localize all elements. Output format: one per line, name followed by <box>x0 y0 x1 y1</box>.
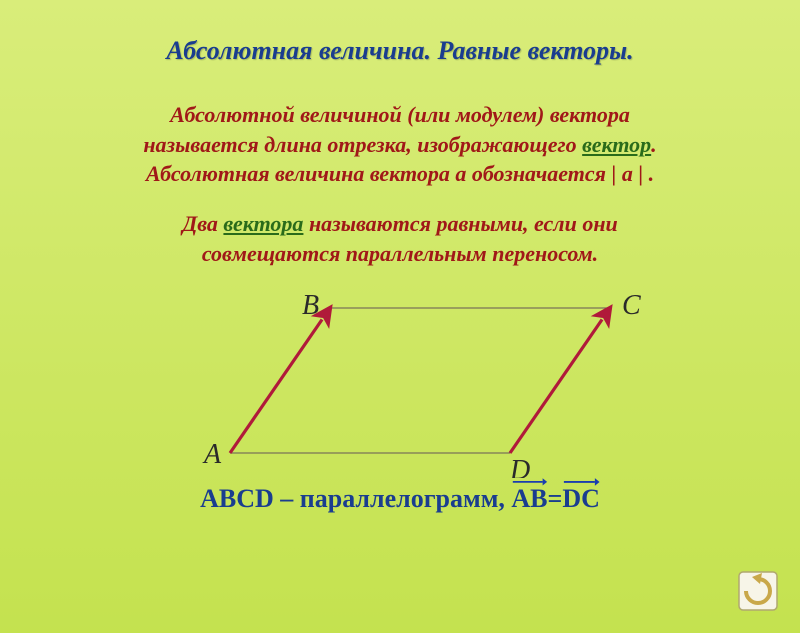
vector-AB: AB <box>511 484 547 514</box>
caption: ABCD – параллелограмм, AB=DC <box>0 478 800 514</box>
caption-eq: = <box>548 484 563 513</box>
para2-line2: совмещаются параллельным переносом. <box>202 241 598 266</box>
para1-line1: Абсолютной величиной (или модулем) векто… <box>170 102 630 127</box>
vector-link-1[interactable]: вектор <box>582 132 651 157</box>
definition-paragraph-2: Два вектора называются равными, если они… <box>0 189 800 268</box>
vector-arrow-icon <box>562 476 600 486</box>
svg-text:D: D <box>509 455 530 478</box>
para1-line2-post: . <box>651 132 657 157</box>
svg-text:A: A <box>202 439 222 470</box>
para2-pre: Два <box>182 211 223 236</box>
definition-paragraph-1: Абсолютной величиной (или модулем) векто… <box>0 66 800 189</box>
page-title: Абсолютная величина. Равные векторы. <box>0 0 800 66</box>
para2-post1: называются равными, если они <box>303 211 617 236</box>
para1-line2-pre: называется длина отрезка, изображающего <box>143 132 582 157</box>
parallelogram-diagram: A B C D <box>150 278 650 478</box>
svg-text:B: B <box>302 290 319 321</box>
vector-link-2[interactable]: вектора <box>223 211 303 236</box>
caption-pre: ABCD – параллелограмм, <box>200 484 511 513</box>
vector-AB-label: AB <box>511 484 547 513</box>
back-button[interactable] <box>738 571 778 611</box>
vector-DC: DC <box>562 484 600 514</box>
para1-line3: Абсолютная величина вектора а обозначает… <box>146 161 654 186</box>
vector-arrow-icon <box>511 476 547 486</box>
svg-text:C: C <box>622 290 641 321</box>
vector-DC-label: DC <box>562 484 600 513</box>
